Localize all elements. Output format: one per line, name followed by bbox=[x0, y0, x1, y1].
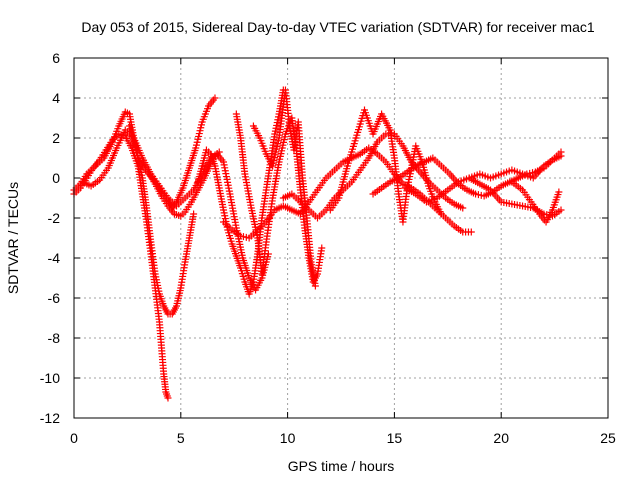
data-point bbox=[215, 148, 223, 156]
data-point bbox=[190, 210, 198, 218]
plot-frame bbox=[73, 57, 609, 419]
series-sat-c bbox=[126, 122, 198, 318]
x-tick-labels: 0 5 10 15 20 25 bbox=[70, 430, 616, 446]
axis-ticks bbox=[73, 57, 609, 419]
data-point bbox=[318, 244, 326, 252]
x-tick-label: 25 bbox=[600, 430, 616, 446]
y-axis-label: SDTVAR / TECUs bbox=[5, 182, 21, 294]
series-sat-o bbox=[79, 126, 223, 210]
data-point bbox=[164, 394, 172, 402]
y-tick-label: 2 bbox=[52, 130, 60, 146]
data-point bbox=[555, 188, 563, 196]
data-point bbox=[557, 152, 565, 160]
data-point bbox=[459, 204, 467, 212]
series-sat-n bbox=[508, 178, 563, 226]
data-point bbox=[557, 206, 565, 214]
x-tick-label: 10 bbox=[280, 430, 296, 446]
data-point bbox=[211, 94, 219, 102]
y-tick-label: -6 bbox=[48, 290, 61, 306]
y-tick-label: 0 bbox=[52, 170, 60, 186]
y-tick-label: -8 bbox=[48, 330, 61, 346]
y-tick-label: 6 bbox=[52, 50, 60, 66]
x-tick-label: 20 bbox=[493, 430, 509, 446]
x-tick-label: 0 bbox=[70, 430, 78, 446]
y-tick-label: -10 bbox=[40, 370, 60, 386]
y-tick-labels: -12 -10 -8 -6 -4 -2 0 2 4 6 bbox=[40, 50, 60, 426]
data-point bbox=[437, 210, 445, 218]
y-tick-label: -12 bbox=[40, 410, 60, 426]
series-sat-m bbox=[465, 152, 565, 182]
series-sat-j bbox=[326, 106, 445, 226]
x-tick-label: 15 bbox=[387, 430, 403, 446]
data-point bbox=[311, 282, 319, 290]
y-tick-label: 4 bbox=[52, 90, 60, 106]
gridlines bbox=[74, 58, 608, 418]
chart-title: Day 053 of 2015, Sidereal Day-to-day VTE… bbox=[81, 19, 594, 35]
x-tick-label: 5 bbox=[177, 430, 185, 446]
y-tick-label: -4 bbox=[48, 250, 61, 266]
series-sat-b bbox=[70, 130, 172, 402]
series-sat-k bbox=[369, 148, 565, 200]
y-tick-label: -2 bbox=[48, 210, 61, 226]
data-point bbox=[467, 228, 475, 236]
series-sat-g bbox=[249, 86, 319, 290]
x-axis-label: GPS time / hours bbox=[288, 458, 395, 474]
data-markers bbox=[70, 86, 565, 402]
